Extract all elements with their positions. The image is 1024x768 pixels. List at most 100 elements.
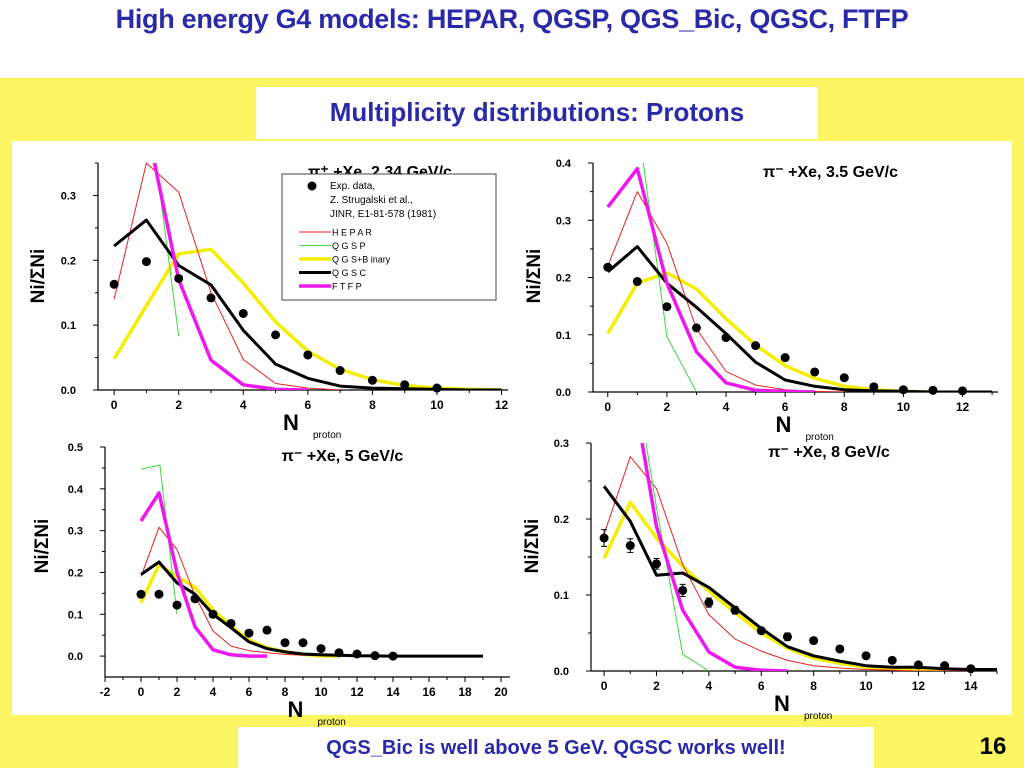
y-tick-label: 0.4	[556, 158, 572, 170]
x-tick-label: 0	[138, 685, 145, 699]
data-point	[244, 628, 254, 638]
x-axis-label: N	[776, 412, 792, 437]
x-tick-label: 0	[601, 679, 608, 693]
series-line-qgsc	[140, 560, 483, 658]
y-tick-label: 0.2	[68, 567, 83, 579]
series-line-hepar	[113, 162, 341, 390]
x-tick-label: 6	[782, 400, 789, 414]
data-point	[809, 636, 819, 646]
data-point	[869, 382, 879, 392]
data-point	[966, 664, 976, 674]
x-tick-label: 18	[458, 685, 472, 699]
subtitle-box	[256, 87, 818, 139]
y-tick-label: 0.3	[68, 526, 83, 538]
data-point	[756, 626, 766, 636]
x-tick-label: 10	[859, 679, 873, 693]
page-number: 16	[979, 733, 1007, 760]
x-tick-label: 4	[723, 400, 730, 414]
y-tick-label: 0.3	[556, 215, 571, 227]
data-point	[678, 585, 688, 595]
series-group	[606, 162, 993, 392]
series-line-qgs-binary	[606, 271, 934, 392]
slide-subtitle: Multiplicity distributions: Protons	[329, 97, 745, 127]
x-tick-label: 2	[175, 398, 182, 412]
data-point	[603, 262, 613, 272]
data-point	[400, 380, 410, 390]
x-tick-label: 2	[664, 400, 671, 414]
x-tick-label: 8	[841, 400, 848, 414]
y-tick-label: 0.2	[61, 255, 76, 267]
series-line-qgs-binary	[602, 500, 998, 671]
data-point	[388, 651, 398, 661]
y-tick-label: 0.4	[68, 484, 84, 496]
series-line-hepar	[603, 456, 971, 671]
chart-title: π⁻ +Xe, 3.5 GeV/c	[763, 164, 898, 181]
y-axis-label: Ni/ΣNi	[524, 249, 545, 304]
data-point	[704, 598, 714, 608]
x-tick-label: 12	[956, 400, 970, 414]
y-tick-label: 0.5	[68, 442, 83, 454]
series-line-ftfp	[606, 166, 815, 392]
x-tick-label: 12	[912, 679, 926, 693]
y-tick-label: 0.3	[554, 438, 569, 450]
data-point	[298, 638, 308, 648]
x-tick-label: 10	[897, 400, 911, 414]
data-point	[599, 533, 609, 543]
title-band	[0, 0, 1024, 78]
y-tick-label: 0.2	[556, 273, 571, 285]
data-point	[190, 594, 200, 604]
x-tick-label: 20	[494, 685, 508, 699]
x-tick-label: 8	[810, 679, 817, 693]
data-point	[721, 333, 731, 343]
data-point	[172, 600, 182, 610]
data-point	[751, 341, 761, 351]
legend-marker-data	[307, 181, 317, 191]
legend-data-label: Z. Strugalski et al.,	[330, 195, 413, 206]
data-point	[335, 366, 345, 376]
x-axis-label-subscript: proton	[806, 432, 834, 443]
data-point	[651, 559, 661, 569]
data-point	[839, 373, 849, 383]
legend-label: Q G S P	[332, 241, 366, 251]
y-axis-label: Ni/ΣNi	[522, 519, 543, 574]
series-group	[139, 464, 483, 658]
data-point	[262, 625, 272, 635]
series-group	[602, 442, 998, 671]
data-point	[136, 589, 146, 599]
chart-panel-pi-minus-5: 0.0 0.1 0.2 0.3 0.4 0.5 -2 0 2 4 6 8 10 12 14 16 18 20 Npr…	[32, 442, 510, 728]
y-tick-label: 0.1	[68, 609, 83, 621]
x-tick-label: 4	[240, 398, 247, 412]
legend-label: Q G S+B inary	[332, 255, 391, 265]
x-axis-label: N	[774, 691, 790, 716]
data-point	[861, 651, 871, 661]
y-tick-label: 0.1	[554, 590, 569, 602]
x-tick-label: 10	[314, 685, 328, 699]
y-tick-label: 0.0	[554, 666, 569, 678]
x-tick-label: 8	[369, 398, 376, 412]
x-tick-label: 14	[386, 685, 400, 699]
data-point	[835, 644, 845, 654]
x-axis-label: N	[283, 410, 299, 435]
data-point	[928, 385, 938, 395]
x-tick-label: 12	[495, 398, 509, 412]
data-point	[625, 541, 635, 551]
data-point	[141, 257, 151, 267]
data-point	[271, 330, 281, 340]
data-point	[174, 273, 184, 283]
data-point	[782, 632, 792, 642]
legend-label: H E P A R	[332, 228, 372, 238]
data-point	[303, 350, 313, 360]
series-line-qgs-binary	[139, 563, 340, 658]
legend-data-label: JINR, E1-81-578 (1981)	[330, 209, 436, 220]
y-tick-label: 0.0	[61, 385, 76, 397]
y-tick-label: 0.1	[61, 320, 76, 332]
data-point	[913, 660, 923, 670]
x-tick-label: 12	[350, 685, 364, 699]
data-point	[352, 649, 362, 659]
y-tick-label: 0.2	[554, 514, 569, 526]
data-point	[206, 293, 216, 303]
x-tick-label: 2	[653, 679, 660, 693]
x-tick-label: 16	[422, 685, 436, 699]
